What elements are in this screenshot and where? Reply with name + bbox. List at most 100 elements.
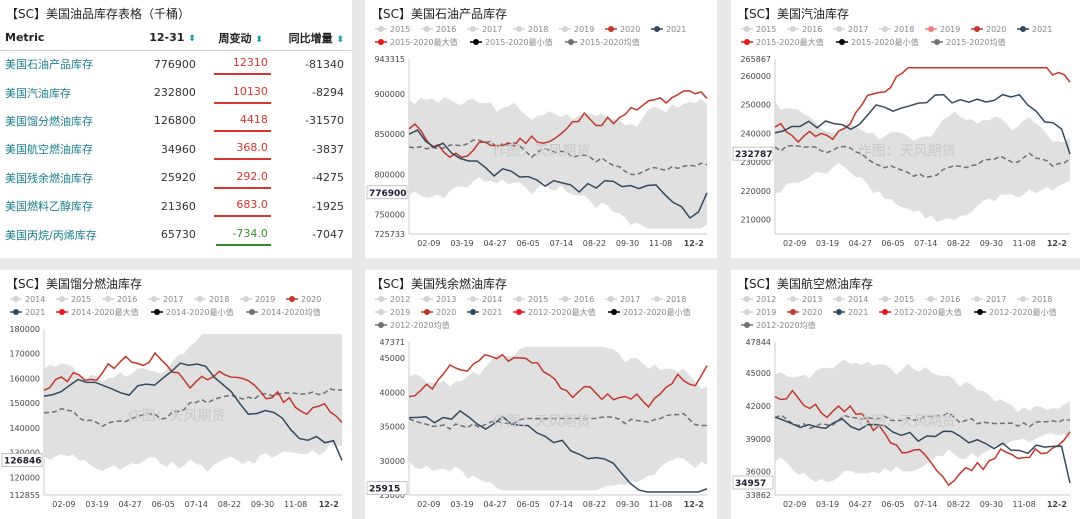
legend-item[interactable]: 2020 <box>605 25 640 34</box>
legend-item[interactable]: 2020 <box>421 308 456 317</box>
row-weekly-change: 4418 <box>204 107 271 135</box>
legend-item[interactable]: 2016 <box>787 25 822 34</box>
svg-text:2021: 2021 <box>1032 25 1052 34</box>
change-bar: -734.0 <box>215 224 271 246</box>
legend-item[interactable]: 2020 <box>971 25 1006 34</box>
legend-item[interactable]: 2015-2020均值 <box>565 37 640 47</box>
chart-title: 【SC】美国汽油库存 <box>737 7 849 21</box>
legend-item[interactable]: 2015-2020最小值 <box>470 37 553 47</box>
legend-item[interactable]: 2012 <box>375 295 410 304</box>
x-tick-label: 06-05 <box>517 239 540 248</box>
legend-item[interactable]: 2012-2020最小值 <box>608 307 691 317</box>
y-tick-label: 140000 <box>9 424 40 433</box>
series-2020-line <box>408 353 708 409</box>
svg-text:2012-2020最大值: 2012-2020最大值 <box>894 307 962 317</box>
svg-text:2016: 2016 <box>574 295 594 304</box>
legend-item[interactable]: 2019 <box>240 295 275 304</box>
legend-item[interactable]: 2019 <box>741 308 776 317</box>
series-2020-line <box>774 389 1071 487</box>
series-2021-line <box>408 409 708 493</box>
row-metric-name[interactable]: 美国丙烷/丙烯库存 <box>5 228 97 242</box>
legend-item[interactable]: 2014-2020均值 <box>246 307 321 317</box>
row-metric-name[interactable]: 美国燃料乙醇库存 <box>5 200 93 214</box>
legend-item[interactable]: 2018 <box>651 295 686 304</box>
legend-item[interactable]: 2012-2020最小值 <box>974 307 1057 317</box>
row-metric-name[interactable]: 美国残余燃油库存 <box>5 171 93 185</box>
legend-item[interactable]: 2020 <box>286 295 321 304</box>
last-value-label: 25915 <box>369 485 400 495</box>
legend-item[interactable]: 2014-2020最小值 <box>151 307 234 317</box>
legend-item[interactable]: 2017 <box>833 25 868 34</box>
x-tick-label: 02-09 <box>783 500 806 509</box>
sort-icon[interactable]: ⬍ <box>336 34 344 45</box>
legend-item[interactable]: 2017 <box>467 25 502 34</box>
table-row: 美国燃料乙醇库存 21360 683.0 -1925 <box>0 192 352 220</box>
legend-item[interactable]: 2012-2020最大值 <box>879 307 962 317</box>
row-value: 232800 <box>153 86 196 100</box>
svg-text:2014-2020最小值: 2014-2020最小值 <box>166 307 234 317</box>
legend-item[interactable]: 2015-2020均值 <box>931 37 1006 47</box>
sort-icon[interactable]: ⬍ <box>188 34 196 45</box>
legend-item[interactable]: 2012 <box>741 295 776 304</box>
legend-item[interactable]: 2015 <box>879 295 914 304</box>
legend-item[interactable]: 2015-2020最大值 <box>375 37 458 47</box>
legend-item[interactable]: 2015 <box>513 295 548 304</box>
legend-item[interactable]: 2016 <box>102 295 137 304</box>
row-metric-name[interactable]: 美国航空燃油库存 <box>5 143 93 157</box>
last-value-label: 776900 <box>369 189 407 199</box>
legend-item[interactable]: 2018 <box>879 25 914 34</box>
legend-item[interactable]: 2017 <box>148 295 183 304</box>
legend-item[interactable]: 2013 <box>787 295 822 304</box>
legend-item[interactable]: 2021 <box>833 308 868 317</box>
svg-text:2018: 2018 <box>894 25 914 34</box>
legend-item[interactable]: 2017 <box>605 295 640 304</box>
legend-item[interactable]: 2014 <box>467 295 502 304</box>
legend-item[interactable]: 2021 <box>651 25 686 34</box>
svg-text:2012-2020最小值: 2012-2020最小值 <box>989 307 1057 317</box>
legend-item[interactable]: 2013 <box>421 295 456 304</box>
legend-item[interactable]: 2019 <box>375 308 410 317</box>
legend-item[interactable]: 2018 <box>1017 295 1052 304</box>
y-tick-label: 240000 <box>740 129 771 138</box>
legend-item[interactable]: 2021 <box>467 308 502 317</box>
legend-item[interactable]: 2021 <box>10 308 45 317</box>
x-tick-label: 06-05 <box>517 500 540 509</box>
legend-item[interactable]: 2016 <box>421 25 456 34</box>
legend-item[interactable]: 2012-2020均值 <box>741 320 816 330</box>
legend-item[interactable]: 2015-2020最大值 <box>741 37 824 47</box>
legend-item[interactable]: 2020 <box>787 308 822 317</box>
legend-item[interactable]: 2015 <box>56 295 91 304</box>
legend-item[interactable]: 2014-2020最大值 <box>56 307 139 317</box>
row-metric-name[interactable]: 美国馏分燃油库存 <box>5 114 93 128</box>
legend-item[interactable]: 2017 <box>971 295 1006 304</box>
legend-item[interactable]: 2015 <box>375 25 410 34</box>
chart-panel-distillate: 【SC】美国馏分燃油库存 2014 2015 2016 2017 2018 2019 2020… <box>0 270 352 519</box>
legend-item[interactable]: 2019 <box>925 25 960 34</box>
legend-item[interactable]: 2016 <box>925 295 960 304</box>
legend-item[interactable]: 2015 <box>741 25 776 34</box>
legend-item[interactable]: 2014 <box>10 295 45 304</box>
col-yoy[interactable]: 同比增量 ⬍ <box>270 26 352 51</box>
row-metric-name[interactable]: 美国汽油库存 <box>5 86 71 100</box>
row-metric-name[interactable]: 美国石油产品库存 <box>5 58 93 72</box>
col-weekly-change[interactable]: 周变动 ⬍ <box>203 26 271 51</box>
legend-item[interactable]: 2014 <box>833 295 868 304</box>
y-tick-label: 850000 <box>374 130 405 139</box>
legend-item[interactable]: 2021 <box>1017 25 1052 34</box>
col-date[interactable]: 12-31 ⬍ <box>134 26 204 51</box>
x-tick-label: 12-2 <box>684 500 704 509</box>
x-tick-label: 03-19 <box>450 239 473 248</box>
y-tick-label: 800000 <box>374 170 405 179</box>
legend-item[interactable]: 2018 <box>513 25 548 34</box>
legend-item[interactable]: 2019 <box>559 25 594 34</box>
legend-item[interactable]: 2012-2020均值 <box>375 320 450 330</box>
x-tick-label: 02-09 <box>52 500 75 509</box>
table-row: 美国石油产品库存 776900 12310 -81340 <box>0 50 352 78</box>
change-bar: 683.0 <box>213 195 271 218</box>
sort-icon[interactable]: ⬍ <box>255 34 263 45</box>
legend-item[interactable]: 2012-2020最大值 <box>513 307 596 317</box>
legend-item[interactable]: 2018 <box>194 295 229 304</box>
legend-item[interactable]: 2015-2020最小值 <box>836 37 919 47</box>
col-metric[interactable]: Metric <box>0 26 134 51</box>
legend-item[interactable]: 2016 <box>559 295 594 304</box>
